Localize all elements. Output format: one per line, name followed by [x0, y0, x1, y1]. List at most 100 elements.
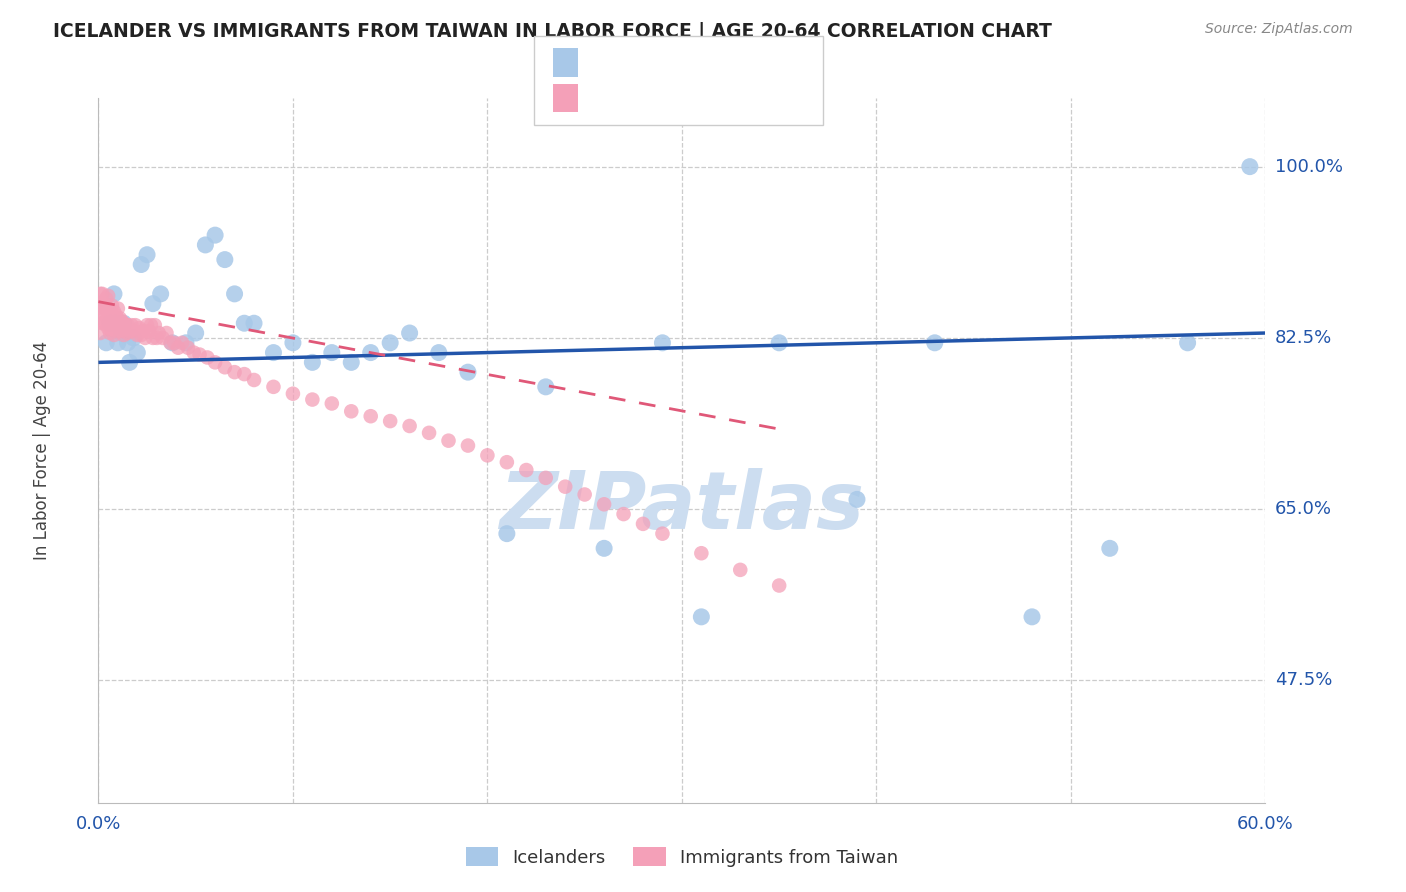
Point [93, 316, 115, 330]
Point [89, 286, 111, 301]
Point [103, 316, 125, 330]
Point [93, 306, 115, 320]
Point [127, 328, 149, 343]
Point [107, 314, 129, 328]
Point [121, 318, 143, 333]
Text: -0.504: -0.504 [628, 89, 688, 107]
Point [204, 355, 226, 369]
Point [117, 318, 139, 333]
Point [340, 404, 363, 418]
Point [477, 448, 499, 462]
Point [177, 341, 200, 355]
Point [112, 316, 135, 330]
Point [103, 304, 125, 318]
Point [136, 248, 159, 262]
Point [651, 526, 673, 541]
Point [149, 286, 172, 301]
Point [107, 335, 129, 350]
Point [360, 409, 382, 424]
Point [846, 492, 869, 507]
Point [1239, 160, 1261, 174]
Text: 100.0%: 100.0% [1275, 158, 1343, 176]
Point [108, 311, 131, 326]
Point [124, 318, 146, 333]
Point [554, 480, 576, 494]
Point [96, 335, 118, 350]
Point [98, 316, 121, 330]
Point [148, 326, 170, 340]
Point [96, 316, 118, 330]
Point [91, 316, 114, 330]
Point [233, 316, 256, 330]
Point [167, 341, 190, 355]
Point [188, 347, 211, 361]
Point [768, 578, 790, 592]
Point [631, 516, 654, 531]
Text: ZIPatlas: ZIPatlas [499, 467, 865, 546]
Point [593, 541, 616, 556]
Text: 60.0%: 60.0% [1237, 814, 1294, 832]
Point [613, 507, 636, 521]
Point [194, 238, 217, 252]
Point [195, 351, 218, 365]
Point [97, 289, 120, 303]
Point [398, 326, 420, 340]
Point [224, 286, 246, 301]
Point [101, 299, 124, 313]
Point [104, 316, 127, 330]
Point [690, 546, 713, 560]
Text: 46: 46 [724, 54, 747, 71]
Point [91, 286, 114, 301]
Point [117, 335, 139, 350]
Point [224, 365, 246, 379]
Point [98, 316, 121, 330]
Point [690, 610, 713, 624]
Point [398, 419, 420, 434]
Point [281, 335, 304, 350]
Text: N =: N = [685, 54, 716, 71]
Point [104, 318, 127, 333]
Point [134, 331, 156, 345]
Point [142, 331, 165, 345]
Point [174, 335, 197, 350]
Point [112, 328, 135, 343]
Point [128, 321, 150, 335]
Point [89, 326, 111, 340]
Point [98, 304, 121, 318]
Point [1098, 541, 1121, 556]
Text: 82.5%: 82.5% [1275, 329, 1333, 347]
Point [651, 335, 673, 350]
Point [111, 326, 134, 340]
Point [132, 324, 155, 338]
Point [214, 360, 236, 375]
Point [118, 355, 141, 369]
Point [515, 463, 537, 477]
Point [457, 439, 479, 453]
Point [143, 318, 166, 333]
Point [243, 373, 266, 387]
Point [534, 380, 557, 394]
Point [101, 311, 124, 326]
Point [111, 314, 134, 328]
Point [184, 326, 207, 340]
Point [108, 318, 131, 333]
Point [97, 311, 120, 326]
Point [129, 328, 152, 343]
Point [574, 487, 596, 501]
Point [139, 318, 162, 333]
Point [281, 386, 304, 401]
Point [321, 345, 343, 359]
Point [262, 345, 284, 359]
Text: 0.0%: 0.0% [76, 814, 121, 832]
Point [163, 335, 186, 350]
Point [340, 355, 363, 369]
Point [159, 335, 181, 350]
Text: Source: ZipAtlas.com: Source: ZipAtlas.com [1205, 22, 1353, 37]
Point [243, 316, 266, 330]
Point [138, 324, 160, 338]
Point [301, 355, 323, 369]
Point [170, 335, 193, 350]
Point [437, 434, 460, 448]
Point [233, 367, 256, 381]
Point [427, 345, 450, 359]
